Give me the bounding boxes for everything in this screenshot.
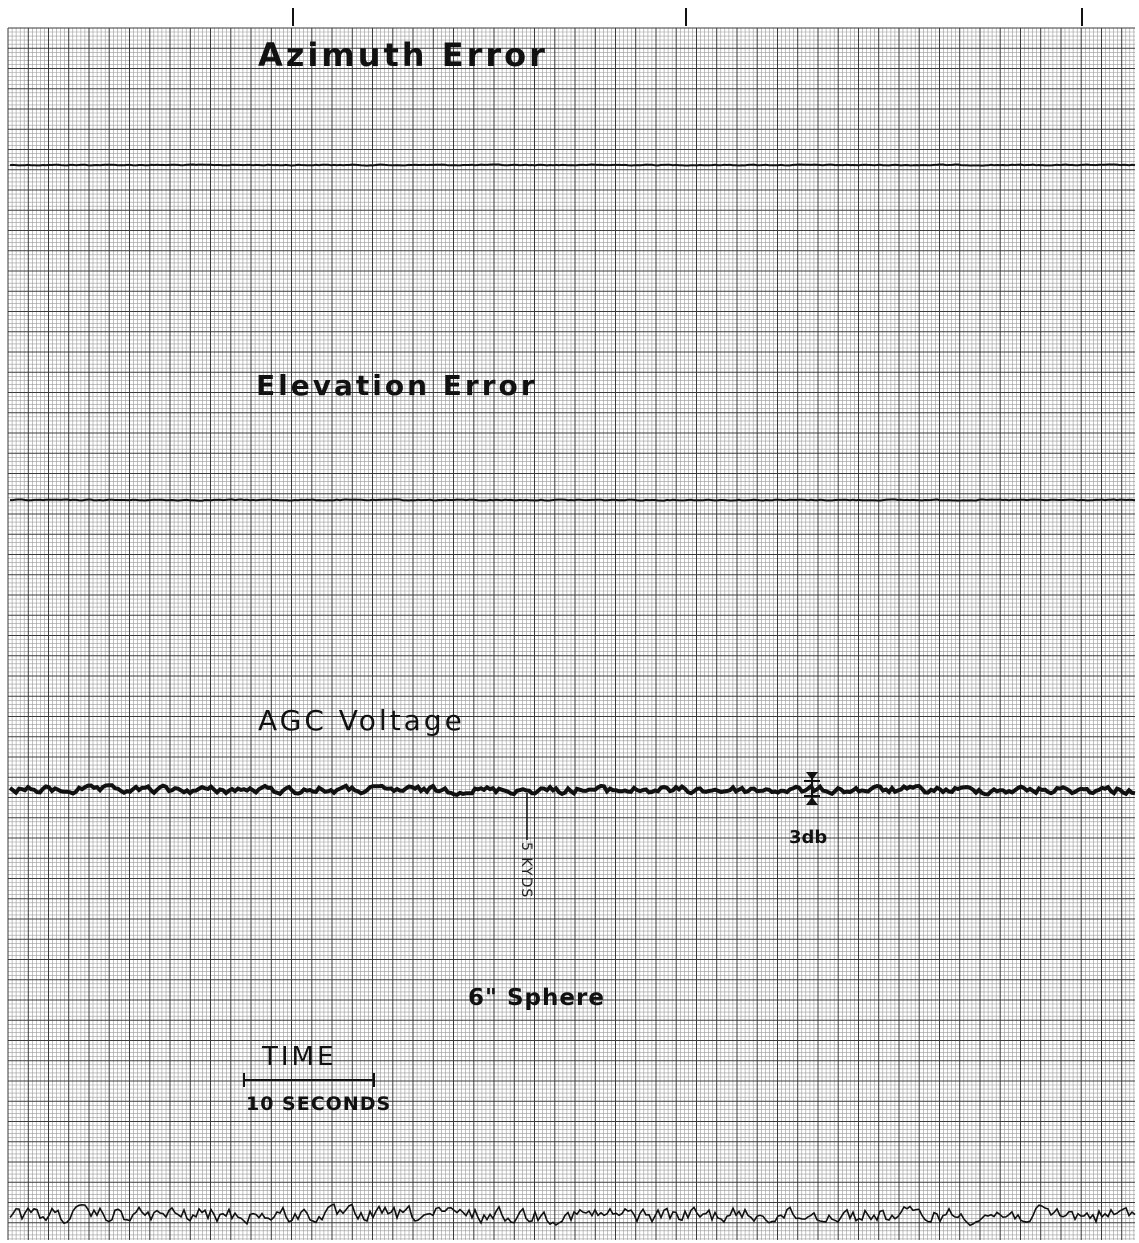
grid-fine-lines [8, 28, 1135, 1240]
trace-label-elevation-error: Elevation Error [256, 369, 538, 402]
trace-agc-voltage [8, 783, 1136, 798]
grid-major-lines [7, 27, 1135, 1240]
agc-3db-marker [804, 772, 820, 805]
distance-mark-label: 5 KYDS [518, 842, 534, 898]
trace-elevation-error [9, 498, 1136, 502]
target-label: 6" Sphere [468, 985, 605, 1011]
agc-3db-label: 3db [789, 827, 827, 848]
trace-label-azimuth-error: Azimuth Error [258, 36, 548, 74]
trace-label-agc-voltage: AGC Voltage [258, 704, 465, 737]
top-ticks [292, 8, 1083, 26]
time-label: TIME [261, 1042, 336, 1072]
trace-bottom-signal [9, 1203, 1136, 1227]
chart-grid [7, 27, 1135, 1240]
trace-azimuth-error [9, 163, 1136, 167]
time-scale-label: 10 SECONDS [246, 1093, 391, 1115]
time-scale-bar [243, 1073, 375, 1087]
